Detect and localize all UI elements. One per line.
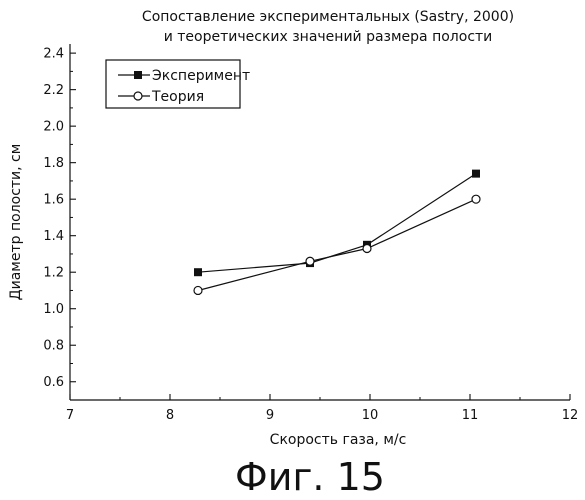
data-point-theory bbox=[306, 257, 314, 265]
series-line-theory bbox=[198, 199, 476, 290]
x-tick-label: 9 bbox=[266, 408, 274, 423]
figure-caption: Фиг. 15 bbox=[235, 455, 385, 499]
y-tick-label: 0.6 bbox=[43, 375, 64, 390]
data-point-theory bbox=[363, 244, 371, 252]
chart-subtitle: и теоретических значений размера полости bbox=[164, 29, 493, 45]
legend-marker-theory bbox=[134, 92, 142, 100]
y-tick-label: 2.4 bbox=[43, 47, 64, 62]
data-point-experiment bbox=[472, 170, 480, 178]
y-axis-label: Диаметр полости, см bbox=[8, 144, 24, 301]
series-line-experiment bbox=[198, 174, 476, 273]
y-tick-label: 2.0 bbox=[43, 120, 64, 135]
chart-title: Сопоставление экспериментальных (Sastry,… bbox=[142, 9, 514, 25]
x-tick-label: 10 bbox=[362, 408, 379, 423]
x-tick-label: 8 bbox=[166, 408, 174, 423]
y-tick-label: 1.4 bbox=[43, 229, 64, 244]
legend-marker-experiment bbox=[134, 71, 142, 79]
y-tick-label: 2.2 bbox=[43, 83, 64, 98]
data-point-experiment bbox=[194, 268, 202, 276]
data-point-theory bbox=[472, 195, 480, 203]
y-tick-label: 1.6 bbox=[43, 193, 64, 208]
legend: Эксперимент Теория bbox=[106, 60, 250, 108]
x-tick-label: 12 bbox=[562, 408, 579, 423]
data-point-theory bbox=[194, 286, 202, 294]
plot-area bbox=[194, 170, 480, 295]
legend-label-theory: Теория bbox=[151, 89, 204, 105]
y-tick-label: 1.0 bbox=[43, 302, 64, 317]
x-tick-label: 7 bbox=[66, 408, 74, 423]
y-tick-label: 1.2 bbox=[43, 266, 64, 281]
y-tick-label: 0.8 bbox=[43, 339, 64, 354]
x-axis-label: Скорость газа, м/с bbox=[270, 432, 407, 448]
y-tick-label: 1.8 bbox=[43, 156, 64, 171]
legend-label-experiment: Эксперимент bbox=[152, 68, 250, 84]
x-tick-label: 11 bbox=[462, 408, 479, 423]
